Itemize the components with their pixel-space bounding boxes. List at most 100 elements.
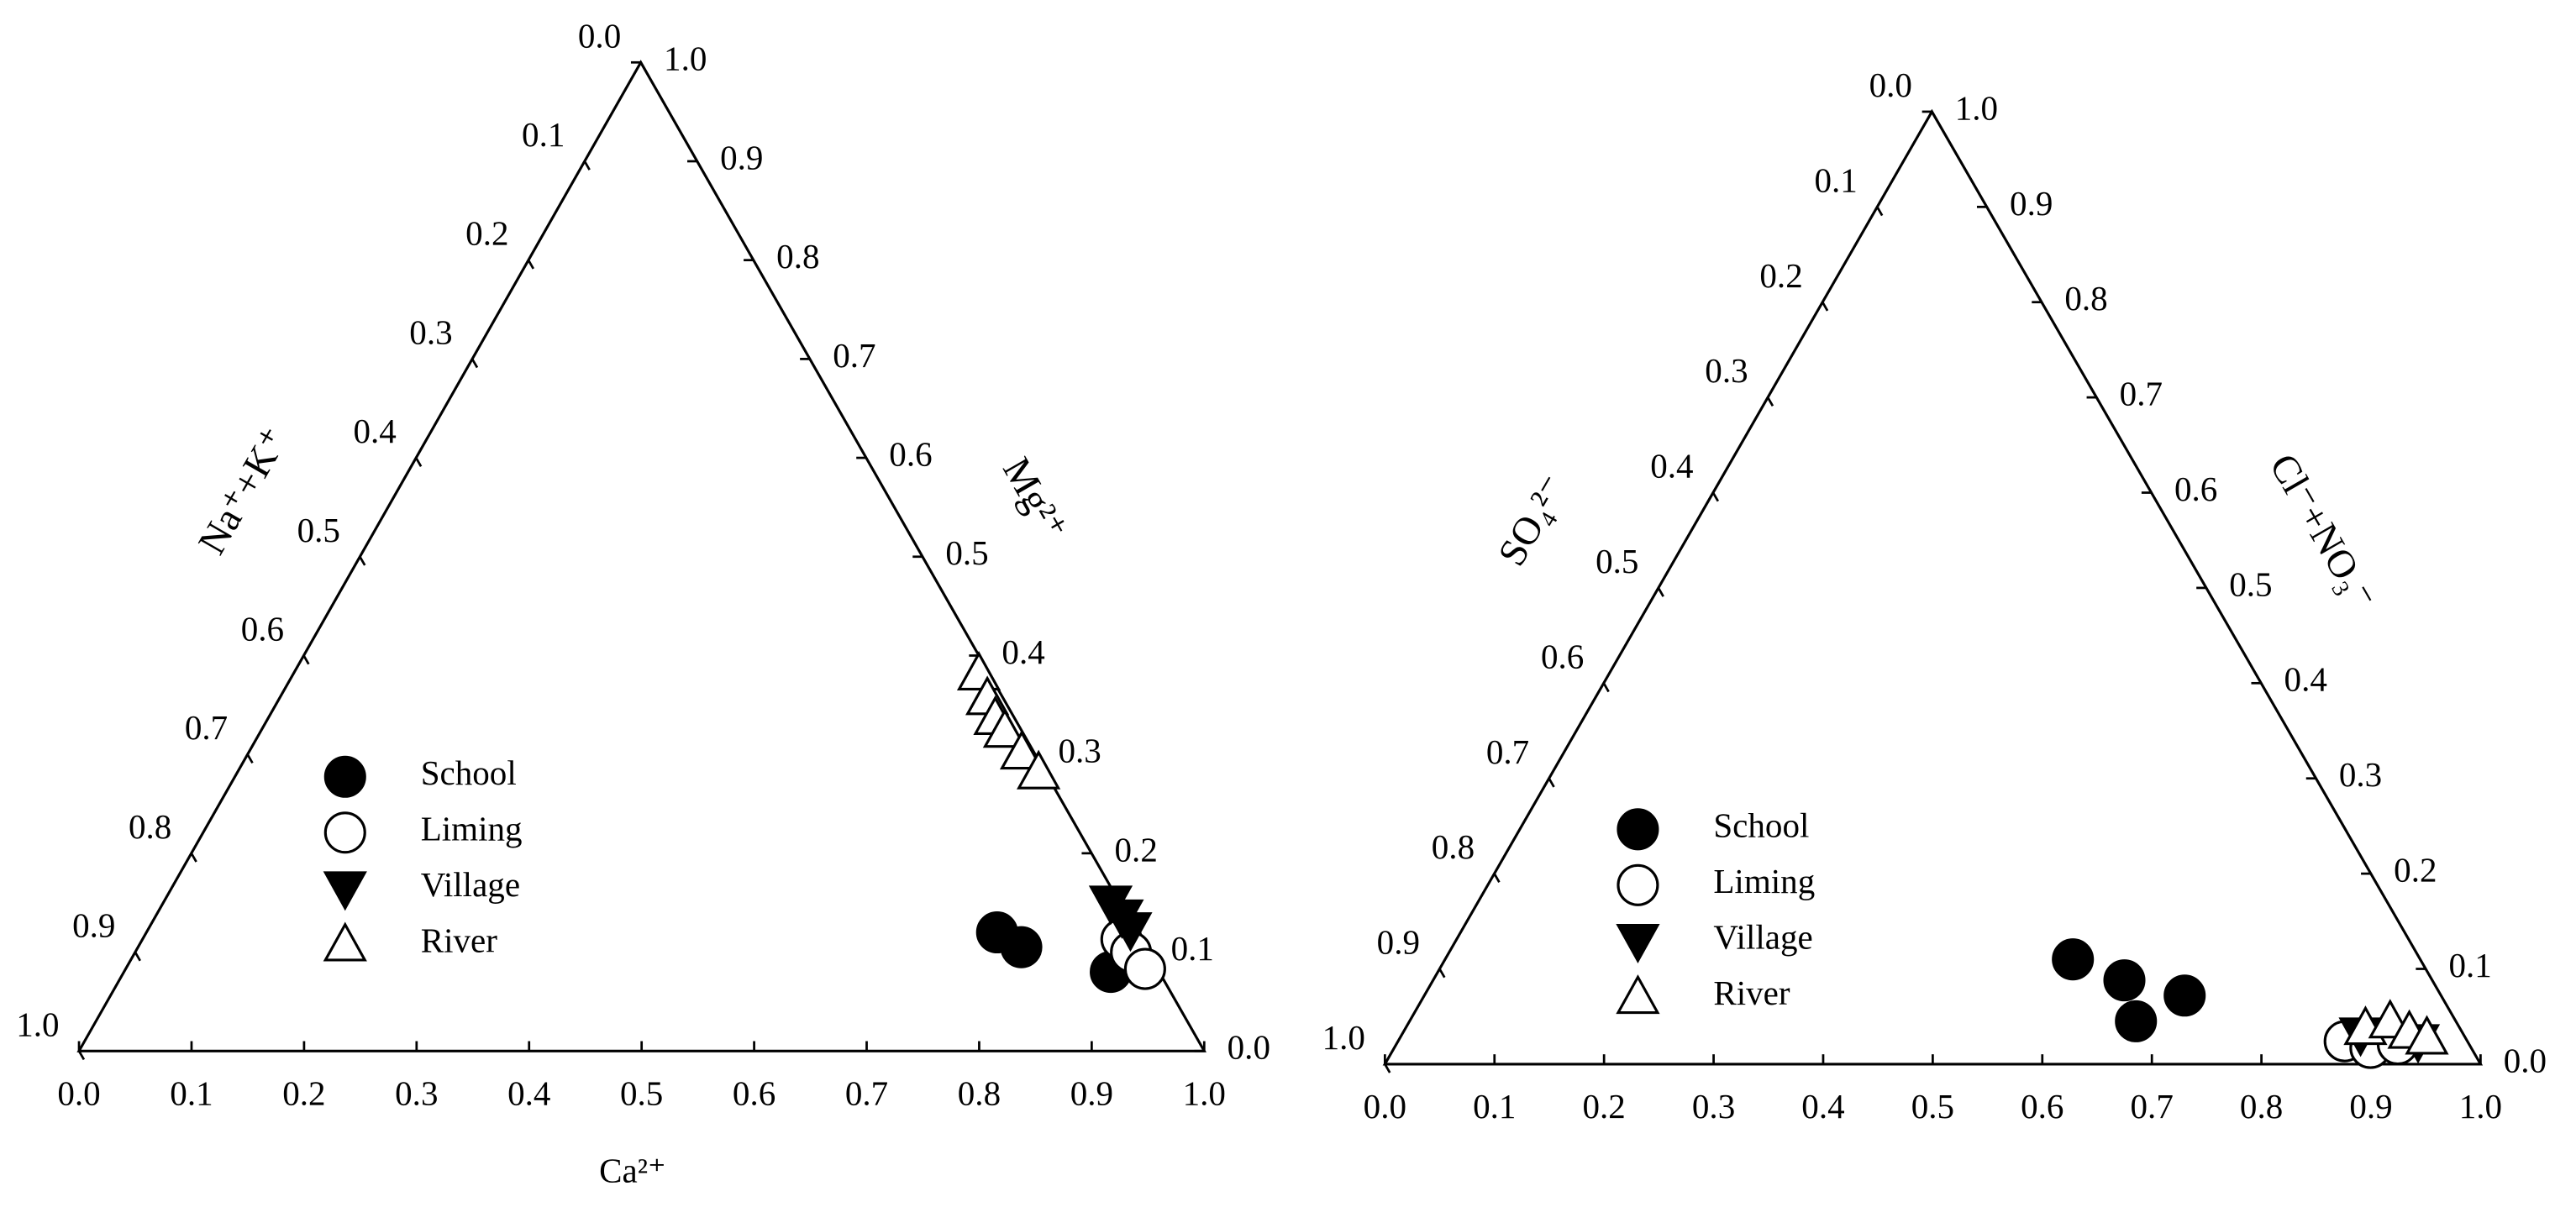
legend-label: River [421, 921, 498, 960]
tick-mark [1657, 587, 1664, 597]
tick-mark [527, 260, 535, 270]
right-axis-label: Mg²⁺ [994, 450, 1075, 548]
bottom-tick-label: 0.5 [620, 1073, 663, 1112]
legend-marker [1616, 923, 1660, 963]
point [2052, 938, 2095, 981]
tick-mark [77, 1050, 86, 1061]
bottom-tick-label: 0.7 [2131, 1087, 2174, 1126]
right-tick-label: 0.7 [2120, 375, 2163, 413]
legend-label: Liming [1713, 862, 1815, 900]
right-tick-label: 0.6 [889, 435, 932, 474]
legend-label: School [421, 753, 517, 792]
point [2163, 974, 2206, 1017]
left-tick-label: 0.0 [1869, 66, 1912, 104]
left-tick-label: 0.7 [185, 708, 228, 747]
left-tick-label: 0.1 [1815, 160, 1858, 199]
triangle-frame [1382, 108, 2484, 1066]
tick-mark [583, 160, 591, 171]
point [982, 708, 1028, 748]
tick-mark [302, 654, 310, 665]
left-tick-label: 0.6 [241, 610, 284, 648]
right-tick-label: 0.3 [1058, 732, 1101, 770]
right-axis-label: Cl⁻+NO₃⁻ [2261, 447, 2384, 617]
point [1123, 947, 1166, 990]
right-tick-label: 0.4 [1001, 632, 1044, 671]
bottom-tick-label: 0.4 [507, 1073, 550, 1112]
legend-label: Village [421, 865, 520, 904]
legend-marker [323, 755, 366, 798]
right-tick-label: 0.9 [720, 138, 763, 176]
tick-mark [190, 853, 197, 863]
tick-mark [1931, 111, 1938, 121]
bottom-tick-label: 1.0 [2459, 1087, 2502, 1126]
right-tick-label: 0.2 [2394, 851, 2437, 890]
left-tick-label: 0.9 [1377, 923, 1420, 962]
tick-mark [1438, 968, 1446, 979]
right-tick-label: 0.9 [2010, 184, 2053, 223]
left-tick-label: 0.5 [1596, 542, 1638, 580]
legend-marker [1617, 863, 1659, 906]
right-tick-label: 0.2 [1115, 830, 1158, 869]
point [2103, 959, 2146, 1002]
legend-marker [1616, 974, 1660, 1015]
legend-label: River [1713, 973, 1790, 1012]
legend-marker [1617, 808, 1659, 851]
left-tick-label: 0.3 [409, 312, 452, 351]
bottom-tick-label: 0.9 [2349, 1087, 2392, 1126]
left-tick-label: 0.1 [522, 115, 565, 154]
right-tick-label: 0.8 [776, 237, 819, 276]
right-tick-label: 0.8 [2064, 279, 2107, 317]
tick-mark [134, 951, 141, 962]
tick-mark [359, 556, 366, 566]
right-tick-label: 1.0 [664, 39, 707, 78]
bottom-tick-label: 0.8 [958, 1073, 1001, 1112]
left-tick-label: 0.6 [1541, 637, 1584, 675]
tick-mark [1493, 873, 1501, 884]
right-tick-label: 0.1 [1171, 929, 1214, 968]
tick-mark [415, 457, 423, 467]
bottom-tick-label: 0.3 [395, 1073, 438, 1112]
right-tick-label: 1.0 [1955, 88, 1998, 127]
left-tick-label: 0.5 [297, 511, 340, 549]
point [1000, 926, 1043, 968]
right-tick-label: 0.1 [2448, 946, 2491, 984]
bottom-tick-label: 0.9 [1070, 1073, 1113, 1112]
triangle-frame [76, 60, 1207, 1052]
left-tick-label: 0.8 [1432, 827, 1475, 866]
tick-mark [1384, 1063, 1391, 1073]
bottom-tick-label: 0.3 [1692, 1087, 1735, 1126]
left-axis-label: Na⁺+K⁺ [190, 420, 297, 562]
bottom-tick-label: 0.5 [1911, 1087, 1954, 1126]
legend-label: Village [1713, 918, 1812, 957]
bottom-tick-label: 0.1 [170, 1073, 213, 1112]
bottom-tick-label: 0.2 [282, 1073, 325, 1112]
left-tick-label: 1.0 [1322, 1018, 1365, 1057]
left-axis-label: SO₄²⁻ [1490, 468, 1576, 574]
point [2405, 1015, 2449, 1055]
tick-mark [639, 61, 647, 72]
bottom-tick-label: 0.1 [1473, 1087, 1516, 1126]
right-tick-label: 0.6 [2174, 470, 2217, 508]
tick-mark [1822, 302, 1829, 312]
bottom-tick-label: 0.6 [2021, 1087, 2063, 1126]
point [2115, 1000, 2158, 1042]
tick-mark [1876, 206, 1884, 217]
legend-marker [323, 871, 367, 911]
left-tick-label: 0.9 [72, 906, 115, 945]
legend-label: School [1713, 806, 1809, 845]
bottom-tick-label: 0.0 [57, 1073, 100, 1112]
tick-mark [471, 358, 479, 369]
left-tick-label: 0.2 [465, 214, 508, 253]
left-tick-label: 0.4 [1650, 447, 1693, 485]
point [999, 730, 1044, 770]
legend-marker [323, 921, 367, 962]
left-tick-label: 0.2 [1759, 256, 1802, 295]
tick-mark [246, 753, 254, 764]
left-tick-label: 0.8 [129, 807, 171, 846]
bottom-tick-label: 0.0 [1364, 1087, 1406, 1126]
legend-label: Liming [421, 810, 523, 848]
tick-mark [1711, 491, 1720, 502]
tick-mark [1602, 682, 1610, 693]
